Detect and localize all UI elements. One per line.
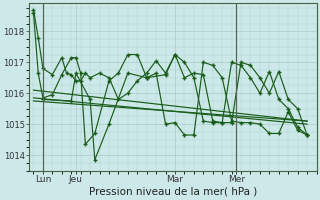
X-axis label: Pression niveau de la mer( hPa ): Pression niveau de la mer( hPa ) [89,187,257,197]
